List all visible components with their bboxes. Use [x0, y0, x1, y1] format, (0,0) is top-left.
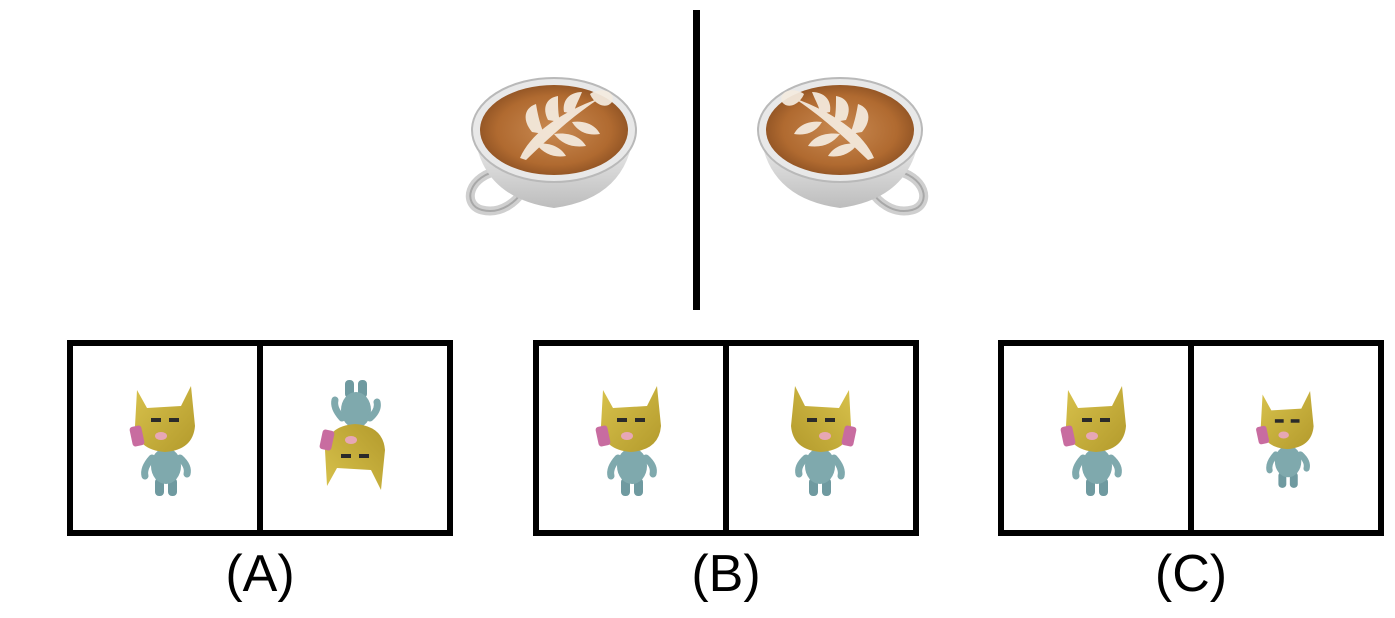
mirror-line [693, 10, 700, 310]
cat-figure-mirrored-icon [781, 378, 861, 498]
latte-cup-handle-left-icon [462, 70, 642, 220]
cat-figure-upright-icon [1056, 378, 1136, 498]
cat-figure-upright-smaller-icon [1246, 378, 1326, 498]
option-a-right-cell [257, 346, 447, 530]
option-c-label: (C) [1154, 545, 1228, 603]
cat-figure-upright-icon [591, 378, 671, 498]
cat-figure-upside-down-icon [315, 378, 395, 498]
option-a-label: (A) [225, 545, 295, 603]
option-b-right-cell [723, 346, 913, 530]
option-c-right-cell [1188, 346, 1378, 530]
option-c-panel[interactable] [998, 340, 1384, 536]
cat-figure-upright-icon [125, 378, 205, 498]
option-a-panel[interactable] [67, 340, 453, 536]
option-a-left-cell [73, 346, 257, 530]
option-c-left-cell [1004, 346, 1188, 530]
latte-cup-handle-right-icon [752, 70, 932, 220]
option-b-label: (B) [691, 545, 761, 603]
option-b-left-cell [539, 346, 723, 530]
option-b-panel[interactable] [533, 340, 919, 536]
